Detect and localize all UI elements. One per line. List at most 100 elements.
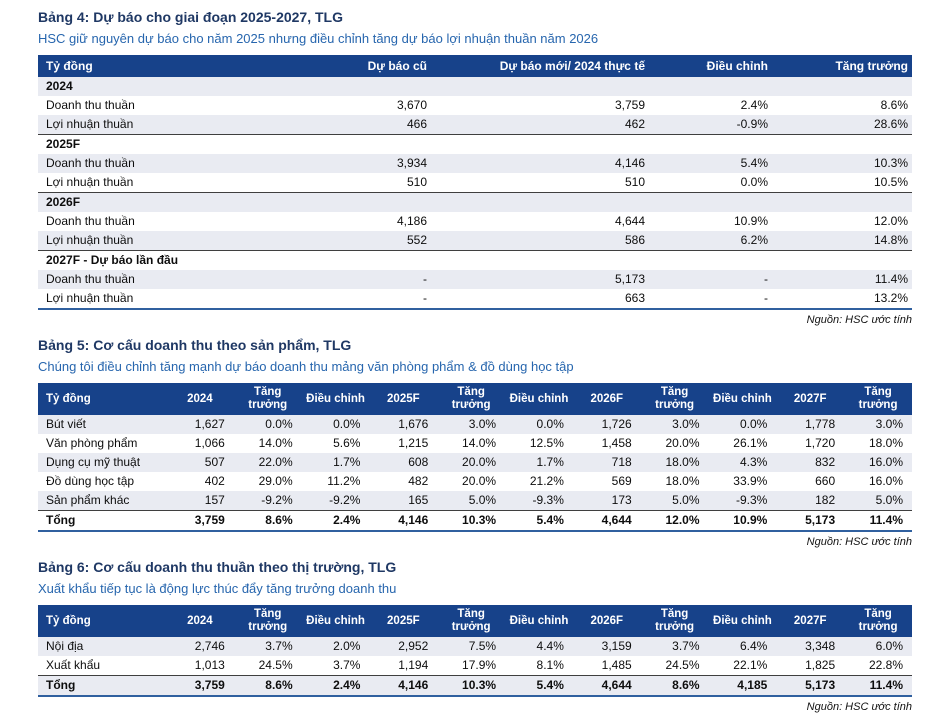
value-cell: 466: [298, 115, 431, 135]
value-cell: 1.7%: [301, 453, 370, 472]
value-cell: 20.0%: [462, 474, 497, 488]
value-cell: 5.4%: [505, 675, 573, 696]
value-cell: 157: [166, 491, 234, 511]
value-cell: 1,013: [194, 658, 225, 672]
table-subtitle: HSC giữ nguyên dự báo cho năm 2025 nhưng…: [38, 31, 599, 46]
table-block-forecast: Bảng 4: Dự báo cho giai đoạn 2025-2027, …: [38, 8, 912, 327]
value-cell: 12.0%: [640, 510, 709, 531]
value-cell: 832: [776, 453, 845, 472]
section-label: 2025F: [46, 137, 81, 151]
value-cell: 660: [815, 474, 836, 488]
value-cell: 3,759: [166, 675, 234, 696]
column-header: Điều chỉnh: [301, 605, 370, 637]
value-cell: 8.1%: [536, 658, 564, 672]
value-cell: 7.5%: [437, 637, 506, 656]
section-row: 2027F - Dự báo lần đầu: [38, 251, 912, 271]
value-cell: 4,644: [572, 675, 641, 696]
value-cell: 3.7%: [640, 637, 709, 656]
value-cell: 12.5%: [529, 436, 564, 450]
value-cell: 1,485: [601, 658, 632, 672]
value-cell: 22.1%: [733, 658, 768, 672]
column-header: Dự báo cũ: [298, 55, 431, 77]
value-cell: 1,194: [398, 658, 429, 672]
column-header: 2027F: [776, 383, 845, 415]
value-cell: 4,146: [431, 154, 649, 173]
value-cell: 24.5%: [258, 658, 293, 672]
value-cell: 1,825: [805, 658, 836, 672]
value-cell: 1,726: [572, 415, 641, 434]
row-label: Đồ dùng học tập: [46, 474, 135, 488]
value-cell: 6.0%: [844, 637, 912, 656]
value-cell: 510: [298, 173, 431, 193]
value-cell: 20.0%: [437, 453, 506, 472]
value-cell: 0.0%: [505, 415, 573, 434]
value-cell: 586: [431, 231, 649, 251]
column-header: Tăng trưởng: [844, 383, 912, 415]
value-cell: 0.0%: [708, 415, 777, 434]
table-row: Doanh thu thuần 3,934 4,146 5.4% 10.3%: [38, 154, 912, 173]
column-header: Điều chỉnh: [301, 383, 370, 415]
value-cell: -0.9%: [649, 115, 772, 135]
column-header: Tăng trưởng: [437, 605, 506, 637]
value-cell: 2.4%: [301, 675, 370, 696]
value-cell: 5.4%: [505, 510, 573, 531]
value-cell: 8.6%: [233, 510, 302, 531]
value-cell: 11.4%: [772, 270, 912, 289]
value-cell: 10.5%: [772, 173, 912, 193]
section-label: 2026F: [38, 192, 912, 212]
value-cell: 552: [298, 231, 431, 251]
table-block-revenue-by-product: Bảng 5: Cơ cấu doanh thu theo sản phẩm, …: [38, 336, 912, 549]
value-cell: 16.0%: [844, 453, 912, 472]
value-cell: 3.7%: [233, 637, 302, 656]
value-cell: 510: [431, 173, 649, 193]
value-cell: 2.0%: [301, 637, 370, 656]
value-cell: -9.2%: [301, 491, 370, 511]
value-cell: 22.8%: [868, 658, 903, 672]
value-cell: 18.0%: [868, 436, 903, 450]
value-cell: -: [423, 291, 427, 305]
value-cell: 608: [369, 453, 438, 472]
forecast-table: Tỷ đồng Dự báo cũ Dự báo mới/ 2024 thực tế…: [38, 55, 912, 310]
value-cell: 2,952: [369, 637, 438, 656]
value-cell: 8.6%: [233, 675, 302, 696]
column-header: Tăng trưởng: [437, 383, 506, 415]
value-cell: 5.0%: [437, 491, 506, 511]
column-header: Dự báo mới/ 2024 thực tế: [431, 55, 649, 77]
row-label: Doanh thu thuần: [46, 98, 135, 112]
row-label: Dụng cụ mỹ thuật: [38, 453, 166, 472]
total-row: Tổng 3,759 8.6% 2.4% 4,146 10.3% 5.4% 4,644 12.0…: [38, 510, 912, 531]
table-row: Dụng cụ mỹ thuật 507 22.0% 1.7% 608 20.0% 1.7%…: [38, 453, 912, 472]
value-cell: 10.9%: [708, 510, 777, 531]
row-label: Văn phòng phẩm: [46, 436, 138, 450]
value-cell: -: [298, 270, 431, 289]
header-row: Tỷ đồng 2024 Tăng trưởng Điều chỉnh 2025F Tăn…: [38, 383, 912, 415]
value-cell: 3,934: [298, 154, 431, 173]
value-cell: 3,670: [396, 98, 427, 112]
value-cell: 2,746: [166, 637, 234, 656]
table-row: Nội địa 2,746 3.7% 2.0% 2,952 7.5% 4.4% 3,159 3.…: [38, 637, 912, 656]
column-header: 2025F: [369, 605, 438, 637]
section-row: 2024: [38, 77, 912, 96]
column-header: Tỷ đồng: [38, 55, 298, 77]
row-label: Sản phẩm khác: [38, 491, 166, 511]
value-cell: 11.2%: [327, 474, 361, 488]
value-cell: 1,676: [369, 415, 438, 434]
row-label: Tổng: [38, 510, 166, 531]
value-cell: 5,173: [776, 510, 845, 531]
value-cell: 4.4%: [505, 637, 573, 656]
column-header: Điều chỉnh: [505, 383, 573, 415]
source-note: Nguồn: HSC ước tính: [806, 701, 912, 713]
revenue-by-product-table: Tỷ đồng 2024 Tăng trưởng Điều chỉnh 2025F Tăn…: [38, 383, 912, 532]
table-row: Văn phòng phẩm 1,066 14.0% 5.6% 1,215 14.0% 12…: [38, 434, 912, 453]
column-header: 2026F: [572, 383, 641, 415]
value-cell: 10.3%: [437, 510, 506, 531]
value-cell: 3.7%: [333, 658, 361, 672]
value-cell: 4,644: [572, 510, 641, 531]
section-label: 2027F - Dự báo lần đầu: [46, 253, 179, 267]
section-label: 2024: [38, 77, 912, 96]
column-header: 2024: [166, 383, 234, 415]
table-title: Bảng 4: Dự báo cho giai đoạn 2025-2027, …: [38, 9, 343, 25]
value-cell: 4,186: [396, 214, 427, 228]
value-cell: -: [764, 291, 768, 305]
section-row: 2026F: [38, 192, 912, 212]
